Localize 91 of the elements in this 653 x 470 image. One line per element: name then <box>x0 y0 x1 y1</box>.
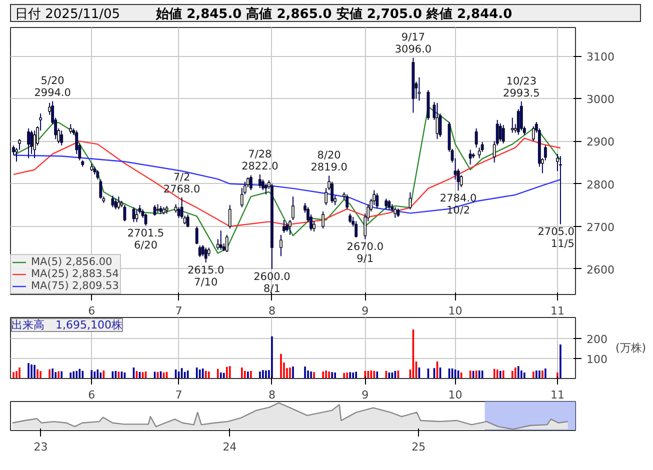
candlestick <box>204 247 208 264</box>
candlestick <box>30 130 34 154</box>
annotation: 2701.5 6/20 <box>127 228 164 252</box>
candlestick <box>27 128 30 159</box>
x-tick-label: 7 <box>175 388 182 402</box>
y-tick-label: 100 <box>586 353 608 366</box>
x-tick-label: 6 <box>88 388 96 402</box>
candlestick <box>15 148 18 162</box>
x-tick-label: 9 <box>362 388 369 402</box>
candlestick <box>288 219 292 236</box>
annotation: 2784.0 10/2 <box>440 192 477 217</box>
legend-label: MA(75) 2,809.53 <box>31 280 119 292</box>
x-tick-label: 7 <box>175 304 182 318</box>
candlestick <box>312 220 316 232</box>
chart-title: 出来高 1,695,100株 <box>12 318 122 332</box>
chart-title: 日付 2025/11/05 <box>15 7 120 22</box>
candlestick <box>177 206 180 218</box>
candlestick <box>60 130 64 146</box>
candlestick <box>96 170 100 180</box>
legend-label: MA(25) 2,883.54 <box>31 268 119 280</box>
candlestick <box>346 194 349 210</box>
x-tick-label: 10 <box>448 304 462 318</box>
x-tick-label: 11 <box>550 388 564 402</box>
candlestick <box>18 138 21 150</box>
candlestick <box>186 214 190 228</box>
y-tick-label: 2600 <box>586 263 614 276</box>
candlestick <box>99 179 102 200</box>
candlestick <box>282 219 286 234</box>
candlestick <box>219 230 222 250</box>
candlestick <box>376 192 379 209</box>
chart-subtitle: 始値 2,845.0 高値 2,865.0 安値 2,705.0 終値 2,844.0 <box>156 7 512 22</box>
x-tick-label: 24 <box>222 440 237 454</box>
annotation: 10/23 2993.5 <box>503 75 540 100</box>
candlestick <box>69 124 72 134</box>
candlestick <box>117 196 120 210</box>
candlestick <box>225 234 228 252</box>
candlestick <box>132 206 136 223</box>
candlestick <box>474 128 478 148</box>
annotation: 2615.0 7/10 <box>187 264 224 289</box>
annotation: 7/28 2822.0 <box>242 148 278 172</box>
candlestick <box>249 174 252 191</box>
x-tick-label: 25 <box>412 440 426 454</box>
y-tick-label: 3100 <box>586 50 614 64</box>
candlestick <box>498 122 502 142</box>
candlestick <box>394 206 397 218</box>
legend-label: MA(5) 2,856.00 <box>31 256 112 268</box>
candlestick <box>123 204 126 222</box>
candlestick <box>510 117 514 134</box>
candlestick <box>354 220 358 238</box>
candlestick <box>135 208 138 223</box>
candlestick <box>348 213 352 224</box>
annotation: 2600.0 8/1 <box>254 270 290 295</box>
x-tick-label: 9 <box>362 304 369 318</box>
candlestick <box>33 130 36 159</box>
candlestick <box>114 198 118 210</box>
candlestick <box>195 226 198 245</box>
y-axis-title: (万株) <box>615 342 646 354</box>
candlestick <box>520 100 523 132</box>
candlestick <box>502 124 505 144</box>
candlestick <box>322 210 325 229</box>
candlestick <box>468 149 472 166</box>
x-tick-label: 11 <box>550 304 564 318</box>
candlestick <box>258 174 262 189</box>
candlestick <box>198 245 202 258</box>
candlestick <box>384 198 388 210</box>
x-tick-label: 8 <box>268 304 276 318</box>
annotation: 2705.0 11/5 <box>538 226 574 250</box>
y-tick-label: 3000 <box>586 93 614 106</box>
candlestick <box>279 234 282 257</box>
candlestick <box>388 199 391 211</box>
candlestick <box>558 156 562 225</box>
candlestick <box>408 192 412 210</box>
candlestick <box>544 144 547 161</box>
x-tick-label: 6 <box>88 304 96 318</box>
x-tick-label: 10 <box>448 388 462 402</box>
candlestick <box>111 195 114 208</box>
y-tick-label: 2800 <box>586 178 614 192</box>
annotation: 8/20 2819.0 <box>310 150 348 174</box>
x-tick-label: 23 <box>34 440 48 454</box>
candlestick <box>532 126 535 142</box>
candlestick <box>264 183 268 195</box>
candlestick <box>292 196 294 220</box>
annotation: 9/17 3096.0 <box>394 32 432 56</box>
annotation: 5/20 2994.0 <box>34 75 71 100</box>
candlestick <box>418 76 421 102</box>
candlestick <box>228 204 232 229</box>
annotation: 2670.0 9/1 <box>346 241 384 266</box>
y-tick-label: 2700 <box>586 220 614 234</box>
y-tick-label: 2900 <box>586 136 614 149</box>
y-tick-label: 200 <box>586 333 608 346</box>
x-tick-label: 8 <box>268 388 276 402</box>
